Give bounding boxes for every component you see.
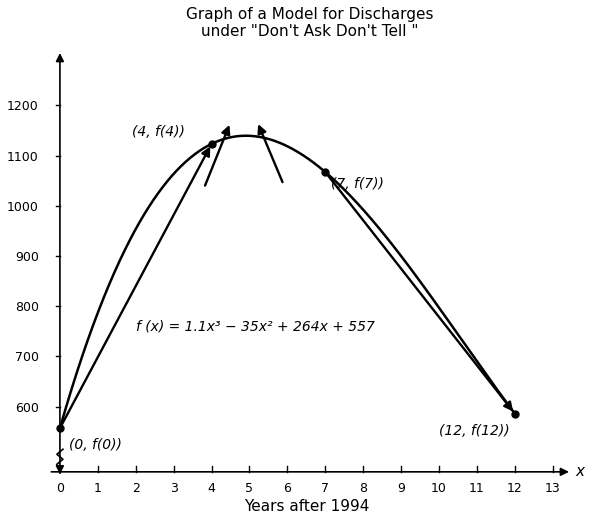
Text: f (x) = 1.1x³ − 35x² + 264x + 557: f (x) = 1.1x³ − 35x² + 264x + 557 [136, 319, 375, 333]
Text: Years after 1994: Years after 1994 [243, 499, 369, 514]
Text: (4, f(4)): (4, f(4)) [132, 125, 185, 139]
Text: (7, f(7)): (7, f(7)) [331, 177, 384, 191]
Title: Graph of a Model for Discharges
under "Don't Ask Don't Tell ": Graph of a Model for Discharges under "D… [186, 7, 434, 40]
Text: (0, f(0)): (0, f(0)) [69, 438, 122, 452]
Text: x: x [576, 464, 584, 479]
Text: (12, f(12)): (12, f(12)) [439, 424, 509, 438]
